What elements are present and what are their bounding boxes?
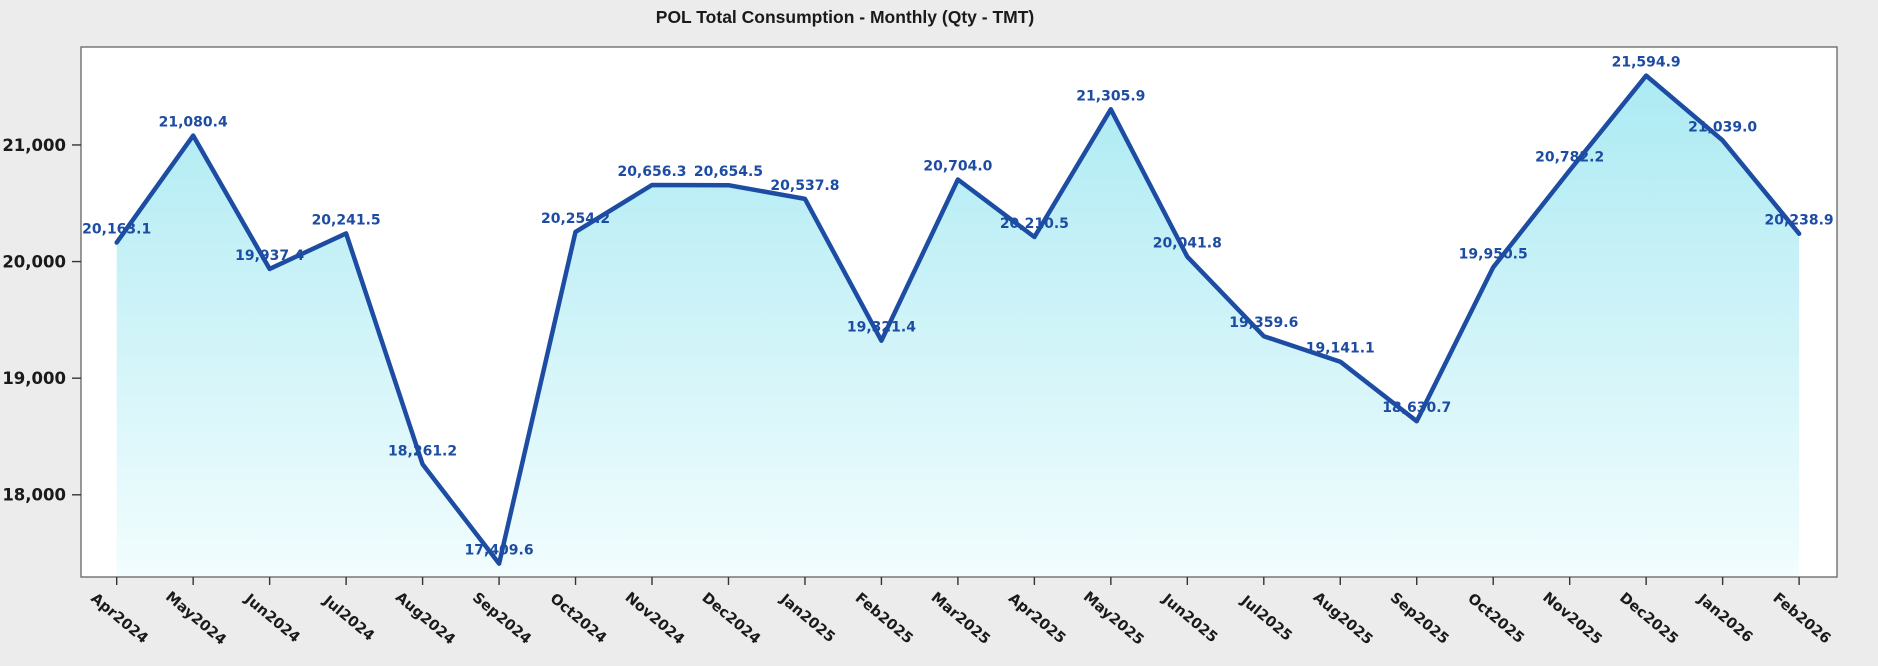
x-tick-label: Jun2024 <box>241 591 303 647</box>
x-tick-label: Nov2025 <box>1539 590 1604 648</box>
data-label: 19,141.1 <box>1306 341 1375 357</box>
data-label: 19,937.4 <box>235 248 304 264</box>
data-label: 20,254.2 <box>541 211 610 227</box>
data-label: 17,409.6 <box>465 543 534 559</box>
x-tick-label: Jan2025 <box>776 591 838 646</box>
data-label: 18,630.7 <box>1382 400 1451 416</box>
x-tick-label: Jan2026 <box>1694 591 1756 646</box>
data-label: 19,321.4 <box>847 320 916 336</box>
x-tick-label: Feb2026 <box>1770 590 1834 647</box>
data-label: 20,654.5 <box>694 164 763 180</box>
x-tick-label: Dec2024 <box>699 590 764 648</box>
data-label: 21,080.4 <box>159 115 228 131</box>
x-tick-label: Aug2024 <box>392 589 458 648</box>
x-tick-label: Aug2025 <box>1310 589 1376 648</box>
data-label: 21,039.0 <box>1688 119 1757 135</box>
x-tick-label: Oct2025 <box>1464 591 1527 647</box>
data-label: 21,305.9 <box>1076 88 1145 104</box>
data-label: 20,704.0 <box>923 158 992 174</box>
x-tick-label: Oct2024 <box>547 591 610 647</box>
x-tick-label: Mar2025 <box>928 590 993 648</box>
x-tick-label: May2025 <box>1080 589 1147 649</box>
data-label: 20,537.8 <box>770 178 839 194</box>
data-label: 20,210.5 <box>1000 216 1069 232</box>
series-line <box>114 73 1802 566</box>
x-tick-label: Feb2025 <box>852 590 916 647</box>
x-tick-label: Sep2025 <box>1387 590 1452 648</box>
data-label: 20,163.1 <box>82 222 151 238</box>
area-fill <box>116 75 1800 577</box>
x-tick-label: Dec2025 <box>1616 590 1681 648</box>
x-tick-label: Jul2024 <box>319 592 377 644</box>
data-label: 20,656.3 <box>617 164 686 180</box>
x-tick-label: Sep2024 <box>469 590 534 648</box>
x-tick-label: May2024 <box>162 589 229 649</box>
x-tick-label: Apr2024 <box>87 590 150 647</box>
y-tick-label: 20,000 <box>2 253 66 272</box>
plot-border <box>80 46 1838 578</box>
y-tick-label: 19,000 <box>2 369 66 388</box>
y-tick-label: 21,000 <box>2 136 66 155</box>
x-tick-label: Apr2025 <box>1005 590 1068 647</box>
x-tick-label: Jun2025 <box>1158 591 1220 647</box>
data-label: 20,241.5 <box>312 212 381 228</box>
data-label: 18,261.2 <box>388 443 457 459</box>
y-tick-label: 18,000 <box>2 486 66 505</box>
data-label: 20,782.2 <box>1535 149 1604 165</box>
data-label: 20,238.9 <box>1765 213 1834 229</box>
data-label: 19,950.5 <box>1459 246 1528 262</box>
data-label: 19,359.6 <box>1229 315 1298 331</box>
chart-title: POL Total Consumption - Monthly (Qty - T… <box>655 7 1035 27</box>
data-label: 21,594.9 <box>1612 55 1681 71</box>
x-tick-label: Jul2025 <box>1237 592 1295 644</box>
x-tick-label: Nov2024 <box>622 590 687 648</box>
data-label: 20,041.8 <box>1153 236 1222 252</box>
